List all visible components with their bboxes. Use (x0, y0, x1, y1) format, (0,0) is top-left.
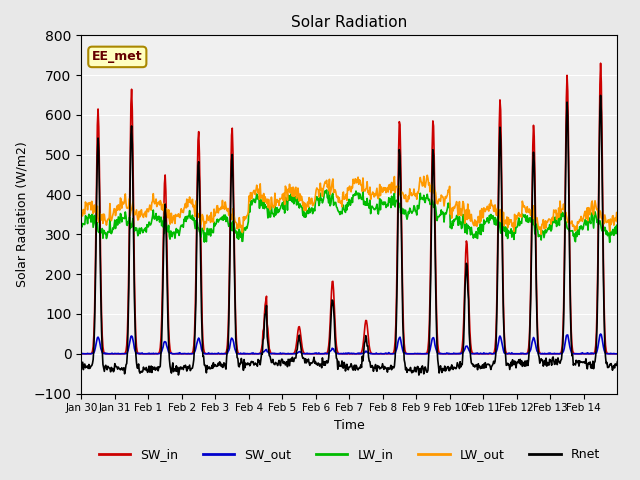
SW_in (239, 351, 246, 357)
LW_out (266, 204, 273, 210)
SW_out (614, 351, 621, 357)
LW_out (77, 209, 85, 215)
Rnet (266, 353, 273, 359)
LW_in (405, 211, 413, 216)
LW_out (285, 181, 293, 187)
LW_out (424, 172, 431, 178)
SW_out (266, 351, 273, 357)
Legend: SW_in, SW_out, LW_in, LW_out, Rnet: SW_in, SW_out, LW_in, LW_out, Rnet (93, 443, 605, 466)
Line: LW_in: LW_in (81, 187, 618, 242)
SW_in (140, 351, 148, 357)
LW_in (606, 240, 614, 245)
Line: Rnet: Rnet (81, 96, 618, 375)
LW_out (140, 211, 148, 216)
LW_in (614, 227, 621, 233)
LW_in (326, 184, 333, 190)
LW_in (266, 210, 273, 216)
Rnet (77, 365, 85, 371)
SW_in (435, 350, 443, 356)
Rnet (285, 363, 293, 369)
Rnet (239, 360, 246, 366)
LW_in (239, 239, 246, 244)
SW_in (77, 351, 85, 357)
SW_out (596, 331, 604, 337)
SW_out (77, 351, 85, 357)
SW_out (285, 351, 293, 357)
SW_in (287, 351, 294, 357)
SW_in (596, 60, 604, 66)
Rnet (415, 372, 422, 378)
LW_in (140, 227, 148, 232)
Title: Solar Radiation: Solar Radiation (291, 15, 408, 30)
LW_out (404, 193, 412, 199)
Y-axis label: Solar Radiation (W/m2): Solar Radiation (W/m2) (15, 142, 28, 288)
LW_in (77, 222, 85, 228)
LW_out (614, 219, 621, 225)
SW_out (140, 351, 148, 357)
Rnet (596, 93, 604, 98)
SW_out (239, 351, 246, 357)
Line: LW_out: LW_out (81, 175, 618, 234)
SW_in (614, 351, 621, 357)
Line: SW_in: SW_in (81, 63, 618, 354)
LW_in (435, 214, 443, 219)
LW_out (435, 196, 443, 202)
SW_in (279, 351, 287, 357)
Line: SW_out: SW_out (81, 334, 618, 354)
SW_out (435, 351, 442, 357)
LW_out (538, 231, 545, 237)
Rnet (140, 367, 148, 372)
SW_in (266, 346, 273, 352)
X-axis label: Time: Time (334, 419, 365, 432)
Rnet (435, 370, 443, 376)
SW_in (405, 351, 413, 357)
Rnet (614, 359, 621, 365)
LW_out (239, 229, 246, 235)
SW_out (404, 351, 412, 357)
Rnet (404, 368, 412, 373)
Text: EE_met: EE_met (92, 50, 143, 63)
LW_in (285, 193, 293, 199)
